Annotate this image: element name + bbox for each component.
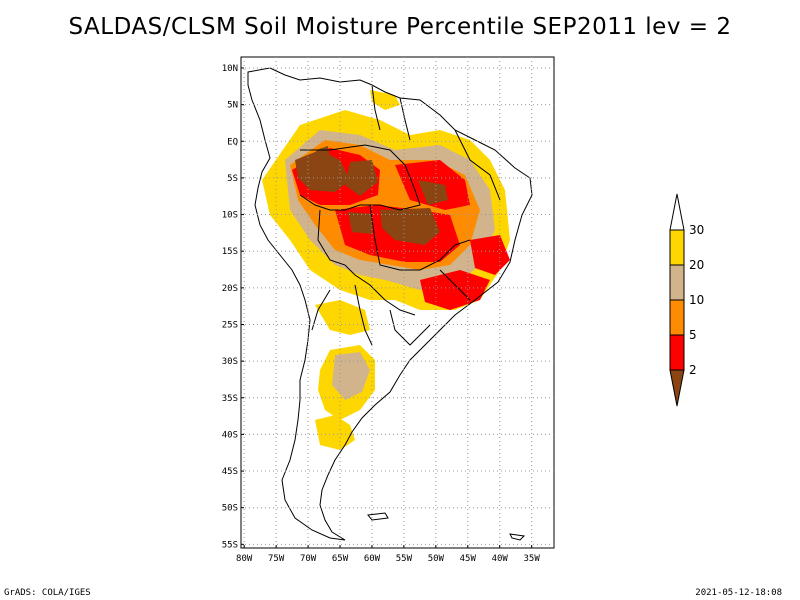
lon-tick-label: 75W (268, 554, 285, 564)
lat-tick-label: 50S (222, 504, 238, 514)
lat-tick-label: 55S (222, 540, 238, 550)
lat-tick-label: 10S (222, 211, 238, 221)
legend-swatch (669, 334, 685, 371)
graticule (241, 57, 554, 548)
legend-label: 5 (689, 328, 697, 342)
lat-tick-label: 15S (222, 247, 238, 257)
legend-label: 20 (689, 258, 704, 272)
coastlines (247, 67, 533, 541)
lon-tick-label: 45W (460, 554, 477, 564)
map-title: SALDAS/CLSM Soil Moisture Percentile SEP… (68, 14, 732, 40)
lat-tick-label: 40S (222, 430, 238, 440)
lon-tick-label: 70W (300, 554, 317, 564)
south-georgia (509, 533, 526, 541)
color-legend: 2 5 10 20 30 (669, 193, 704, 407)
legend-swatch (669, 264, 685, 301)
lat-tick-label: 5S (227, 174, 238, 184)
falkland-islands (367, 512, 389, 521)
lon-tick-label: 40W (492, 554, 509, 564)
lat-tick-label: 45S (222, 467, 238, 477)
lon-tick-label: 65W (332, 554, 349, 564)
lat-tick-label: 10N (222, 64, 238, 74)
legend-label: 10 (689, 293, 704, 307)
lon-tick-label: 55W (396, 554, 413, 564)
lon-tick-label: 60W (364, 554, 381, 564)
lon-tick-label: 50W (428, 554, 445, 564)
lat-tick-label: EQ (227, 137, 238, 147)
legend-label: 30 (689, 223, 704, 237)
legend-swatch-highest (669, 193, 685, 231)
legend-swatch (669, 229, 685, 266)
latitude-labels: 10N 5N EQ 5S 10S 15S 20S 25S 30S 35S 40S 45S 50S 55S (222, 64, 244, 550)
lat-tick-label: 20S (222, 284, 238, 294)
longitude-labels: 80W 75W 70W 65W 60W 55W 50W 45W 40W 35W (236, 545, 540, 564)
lon-tick-label: 35W (524, 554, 541, 564)
lon-tick-label: 80W (236, 554, 253, 564)
lat-tick-label: 5N (227, 101, 238, 111)
footer-credit: GrADS: COLA/IGES (4, 588, 91, 598)
legend-label: 2 (689, 363, 697, 377)
lat-tick-label: 30S (222, 357, 238, 367)
lat-tick-label: 25S (222, 320, 238, 330)
footer-timestamp: 2021-05-12-18:08 (695, 588, 782, 598)
legend-swatch (669, 299, 685, 336)
soil-moisture-shading (262, 90, 510, 450)
lat-tick-label: 35S (222, 394, 238, 404)
legend-swatch-lowest (669, 369, 685, 407)
